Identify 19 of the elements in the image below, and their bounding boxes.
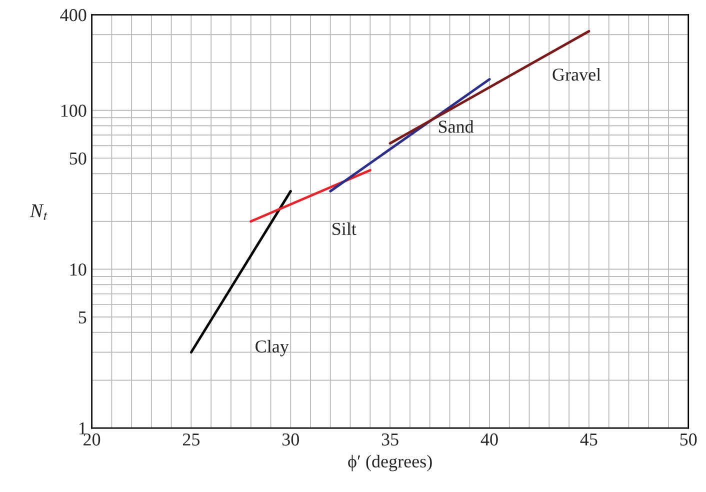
x-tick-label: 35 bbox=[382, 433, 398, 446]
x-tick-label: 20 bbox=[84, 433, 100, 446]
x-tick-label: 50 bbox=[680, 433, 697, 446]
x-tick-label: 25 bbox=[182, 433, 200, 446]
y-tick-label: 100 bbox=[61, 104, 86, 117]
y-axis-title: N$_{t}$ bbox=[30, 204, 48, 220]
series-label: Sand bbox=[438, 120, 474, 133]
y-tick-label: 400 bbox=[60, 9, 86, 22]
y-tick-label: 1 bbox=[79, 422, 86, 434]
series-label: Silt bbox=[332, 222, 356, 236]
y-tick-label: 10 bbox=[70, 263, 86, 276]
y-tick-label: 5 bbox=[78, 311, 86, 324]
series-label: Gravel bbox=[552, 68, 601, 81]
y-tick-label: 50 bbox=[70, 152, 86, 165]
x-tick-label: 30 bbox=[282, 433, 299, 446]
text: Clay bbox=[256, 340, 289, 356]
x-axis-title: ϕ′ (degrees) bbox=[348, 454, 432, 472]
x-tick-label: 40 bbox=[480, 433, 498, 446]
x-tick-label: 45 bbox=[580, 434, 598, 446]
